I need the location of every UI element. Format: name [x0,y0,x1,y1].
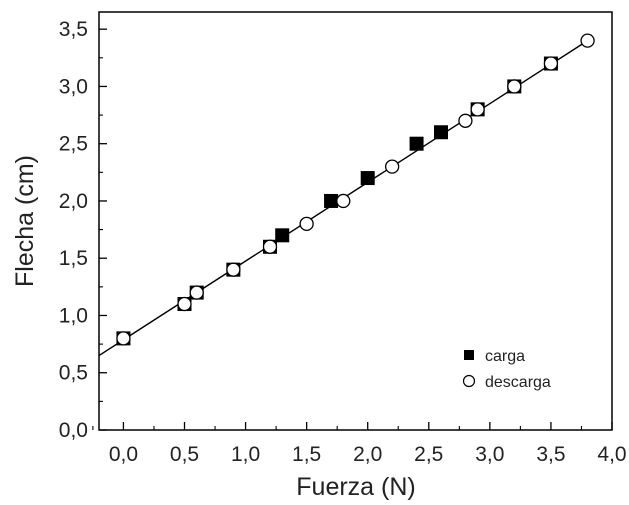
x-tick-label: 1,5 [292,443,321,466]
point-descarga [262,239,278,254]
legend-label-carga: carga [485,348,525,365]
point-descarga [458,113,473,128]
x-tick-label: 2,5 [414,443,443,466]
x-tick-label: 0,0 [109,443,138,466]
point-descarga [543,56,559,71]
x-tick-label: 0,5 [170,443,199,466]
x-tick-label: 3,0 [475,443,504,466]
marks-layer [116,33,595,346]
plot-frame [98,11,613,431]
plot-area [98,11,613,431]
point-carga [434,125,448,140]
point-descarga [336,193,351,209]
y-tick-label: 0,5 [59,362,88,385]
y-tick-label: 2,0 [59,190,88,213]
y-tick-label: 0,0 [59,419,88,442]
legend: carga descarga [462,348,551,391]
point-descarga [116,331,131,346]
point-descarga [189,285,204,300]
legend-label-descarga: descarga [485,374,551,391]
legend-marker-carga [464,350,474,360]
point-carga [275,228,290,243]
x-tick-label: 3,5 [536,443,565,466]
x-axis-title: Fuerza (N) [296,473,415,501]
y-tick-label: 1,0 [59,304,88,327]
point-descarga [384,159,400,174]
y-tick-label: 2,5 [59,133,88,156]
y-axis: 0,0 0,5 1,0 1,5 2,0 2,5 3,0 3,5 [59,18,107,442]
point-descarga [177,296,192,312]
point-carga [360,171,375,186]
point-descarga [299,216,314,232]
legend-marker-descarga [462,374,476,388]
x-tick-label: 2,0 [353,443,382,466]
point-carga [324,193,339,208]
x-tick-label: 1,0 [231,443,260,466]
y-tick-label: 1,5 [59,247,88,270]
point-descarga [226,262,241,277]
x-axis: 0,0 0,5 1,0 1,5 2,0 2,5 3,0 3,5 4,0 [92,422,627,466]
y-tick-label: 3,5 [59,18,88,41]
y-axis-title: Flecha (cm) [11,155,39,287]
y-tick-label: 3,0 [59,75,88,98]
point-descarga [580,33,595,48]
x-tick-label: 4,0 [597,443,626,466]
point-descarga [470,102,485,117]
point-descarga [507,79,522,94]
point-carga [409,136,424,151]
